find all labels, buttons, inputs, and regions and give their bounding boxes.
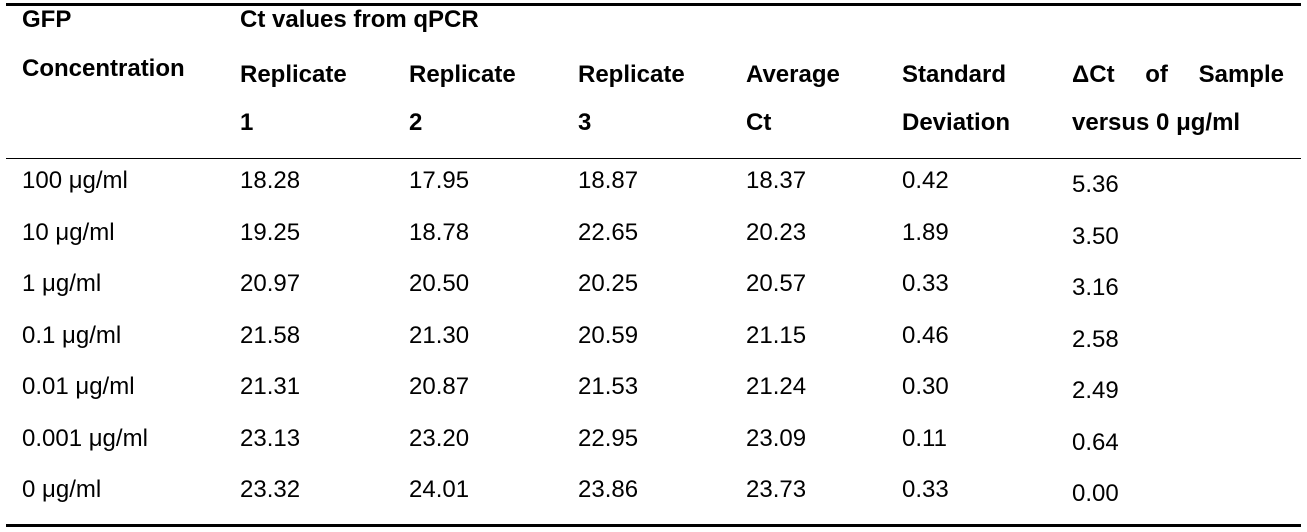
cell-replicate-1: 20.97 (240, 270, 301, 297)
table-bottom-rule (6, 524, 1301, 527)
cell-delta-ct: 0.64 (1072, 428, 1119, 456)
header-average-ct: Ct (746, 109, 772, 136)
cell-delta-ct: 3.16 (1072, 274, 1119, 301)
header-replicate-3-number: 3 (578, 109, 592, 136)
header-replicate-2-number: 2 (409, 109, 423, 136)
header-delta-ct-word-3: Sample (1198, 61, 1284, 88)
cell-replicate-2: 20.50 (409, 270, 470, 297)
cell-replicate-1: 18.28 (240, 167, 301, 194)
header-ct-group: Ct values from qPCR (240, 6, 479, 33)
cell-replicate-3: 22.65 (578, 218, 639, 246)
cell-standard-deviation: 1.89 (902, 218, 949, 246)
cell-replicate-1: 21.58 (240, 321, 301, 349)
cell-replicate-2: 17.95 (409, 167, 470, 194)
cell-standard-deviation: 0.42 (902, 167, 949, 194)
cell-concentration: 100 μg/ml (22, 167, 128, 194)
header-replicate-3: Replicate (578, 61, 685, 88)
cell-standard-deviation: 0.33 (902, 476, 949, 503)
cell-concentration: 1 μg/ml (22, 270, 102, 297)
cell-standard-deviation: 0.46 (902, 321, 949, 349)
cell-replicate-3: 20.25 (578, 270, 639, 297)
cell-concentration: 0.001 μg/ml (22, 424, 148, 452)
header-replicate-2: Replicate (409, 61, 516, 88)
cell-average-ct: 23.73 (746, 476, 807, 503)
cell-replicate-2: 18.78 (409, 218, 470, 246)
cell-replicate-1: 23.32 (240, 476, 301, 503)
cell-average-ct: 23.09 (746, 424, 807, 452)
header-delta-ct: ΔCt of Sample (1072, 61, 1284, 89)
cell-average-ct: 21.15 (746, 321, 807, 349)
cell-average-ct: 20.23 (746, 218, 807, 246)
cell-delta-ct: 2.58 (1072, 325, 1119, 353)
header-concentration: Concentration (22, 55, 185, 82)
cell-standard-deviation: 0.11 (902, 424, 947, 452)
cell-replicate-3: 22.95 (578, 424, 639, 452)
header-delta-ct-word-2: of (1145, 61, 1168, 88)
cell-replicate-3: 21.53 (578, 373, 639, 400)
cell-replicate-2: 24.01 (409, 476, 470, 503)
header-gfp: GFP (22, 6, 72, 33)
cell-standard-deviation: 0.33 (902, 270, 949, 297)
header-standard: Standard (902, 61, 1007, 88)
cell-delta-ct: 3.50 (1072, 222, 1119, 250)
cell-average-ct: 21.24 (746, 373, 807, 400)
cell-concentration: 0.1 μg/ml (22, 321, 122, 349)
cell-concentration: 10 μg/ml (22, 218, 115, 246)
cell-average-ct: 20.57 (746, 270, 807, 297)
header-replicate-1: Replicate (240, 61, 347, 88)
cell-average-ct: 18.37 (746, 167, 807, 194)
header-delta-ct-word-1: ΔCt (1072, 61, 1115, 88)
cell-replicate-2: 20.87 (409, 373, 470, 400)
cell-replicate-1: 23.13 (240, 424, 301, 452)
cell-standard-deviation: 0.30 (902, 373, 949, 400)
header-replicate-1-number: 1 (240, 109, 254, 136)
cell-delta-ct: 0.00 (1072, 480, 1119, 507)
table-header-rule (6, 158, 1301, 159)
cell-replicate-2: 21.30 (409, 321, 470, 349)
header-deviation: Deviation (902, 109, 1011, 136)
cell-replicate-3: 23.86 (578, 476, 639, 503)
cell-concentration: 0 μg/ml (22, 476, 102, 503)
cell-replicate-2: 23.20 (409, 424, 470, 452)
cell-replicate-3: 20.59 (578, 321, 639, 349)
cell-concentration: 0.01 μg/ml (22, 373, 135, 400)
cell-delta-ct: 5.36 (1072, 171, 1119, 198)
header-average: Average (746, 61, 840, 88)
cell-delta-ct: 2.49 (1072, 377, 1119, 404)
cell-replicate-1: 19.25 (240, 218, 301, 246)
cell-replicate-1: 21.31 (240, 373, 301, 400)
table-top-rule (6, 3, 1301, 6)
cell-replicate-3: 18.87 (578, 167, 639, 194)
header-delta-ct-versus: versus 0 μg/ml (1072, 109, 1241, 136)
